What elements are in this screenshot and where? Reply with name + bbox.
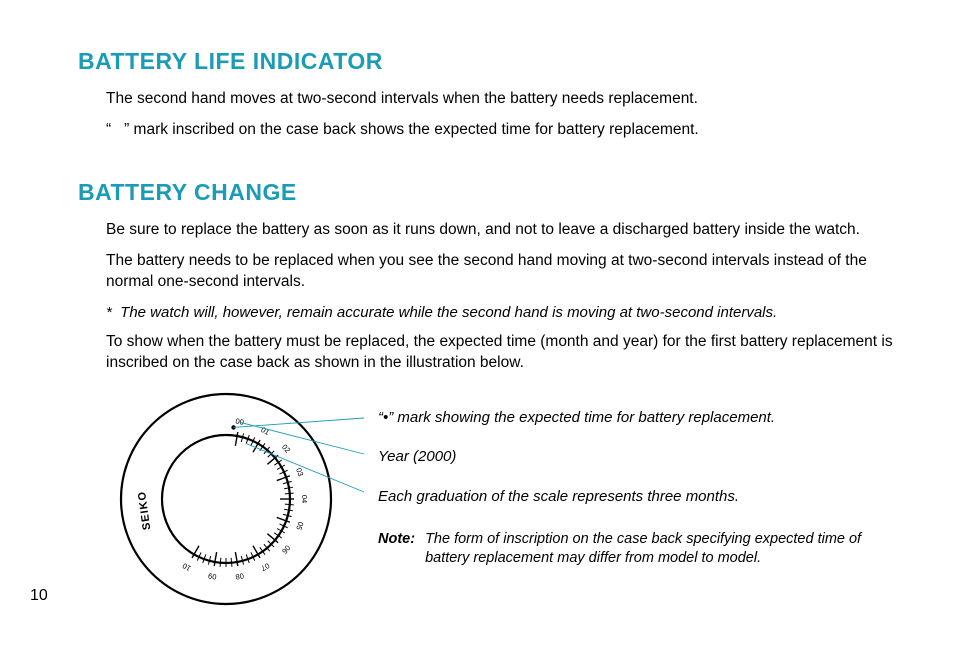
page-number: 10 <box>30 587 48 605</box>
svg-text:00: 00 <box>235 416 245 426</box>
illustration-block: 00 01 02 03 04 05 06 07 08 09 10 SEIKO “•” mark sho… <box>78 384 904 614</box>
diagram-annotations: “•” mark showing the expected time for b… <box>368 384 904 568</box>
case-back-diagram: 00 01 02 03 04 05 06 07 08 09 10 SEIKO <box>106 384 368 614</box>
svg-text:09: 09 <box>207 571 217 581</box>
change-paragraph-1: Be sure to replace the battery as soon a… <box>78 220 904 241</box>
svg-text:10: 10 <box>181 561 193 573</box>
note-body: The form of inscription on the case back… <box>425 530 904 568</box>
change-footnote: * The watch will, however, remain accura… <box>78 303 904 323</box>
svg-text:02: 02 <box>280 442 292 454</box>
svg-text:01: 01 <box>259 425 271 437</box>
svg-text:08: 08 <box>235 571 245 581</box>
annotation-year: Year (2000) <box>378 447 904 467</box>
svg-text:03: 03 <box>294 467 305 478</box>
indicator-paragraph-1: The second hand moves at two-second inte… <box>78 89 904 110</box>
change-paragraph-3: To show when the battery must be replace… <box>78 332 904 374</box>
note-label: Note: <box>378 530 425 568</box>
svg-text:04: 04 <box>300 495 309 503</box>
illustration-note: Note: The form of inscription on the cas… <box>378 530 904 568</box>
svg-text:SEIKO: SEIKO <box>136 490 153 531</box>
svg-text:05: 05 <box>294 520 305 531</box>
svg-text:07: 07 <box>259 561 271 573</box>
annotation-dot-mark: “•” mark showing the expected time for b… <box>378 408 904 428</box>
change-paragraph-2: The battery needs to be replaced when yo… <box>78 251 904 293</box>
heading-battery-change: BATTERY CHANGE <box>78 179 904 206</box>
heading-battery-life-indicator: BATTERY LIFE INDICATOR <box>78 48 904 75</box>
indicator-paragraph-2: “ ” mark inscribed on the case back show… <box>78 120 904 141</box>
annotation-graduation: Each graduation of the scale represents … <box>378 487 904 507</box>
svg-text:06: 06 <box>280 543 292 555</box>
